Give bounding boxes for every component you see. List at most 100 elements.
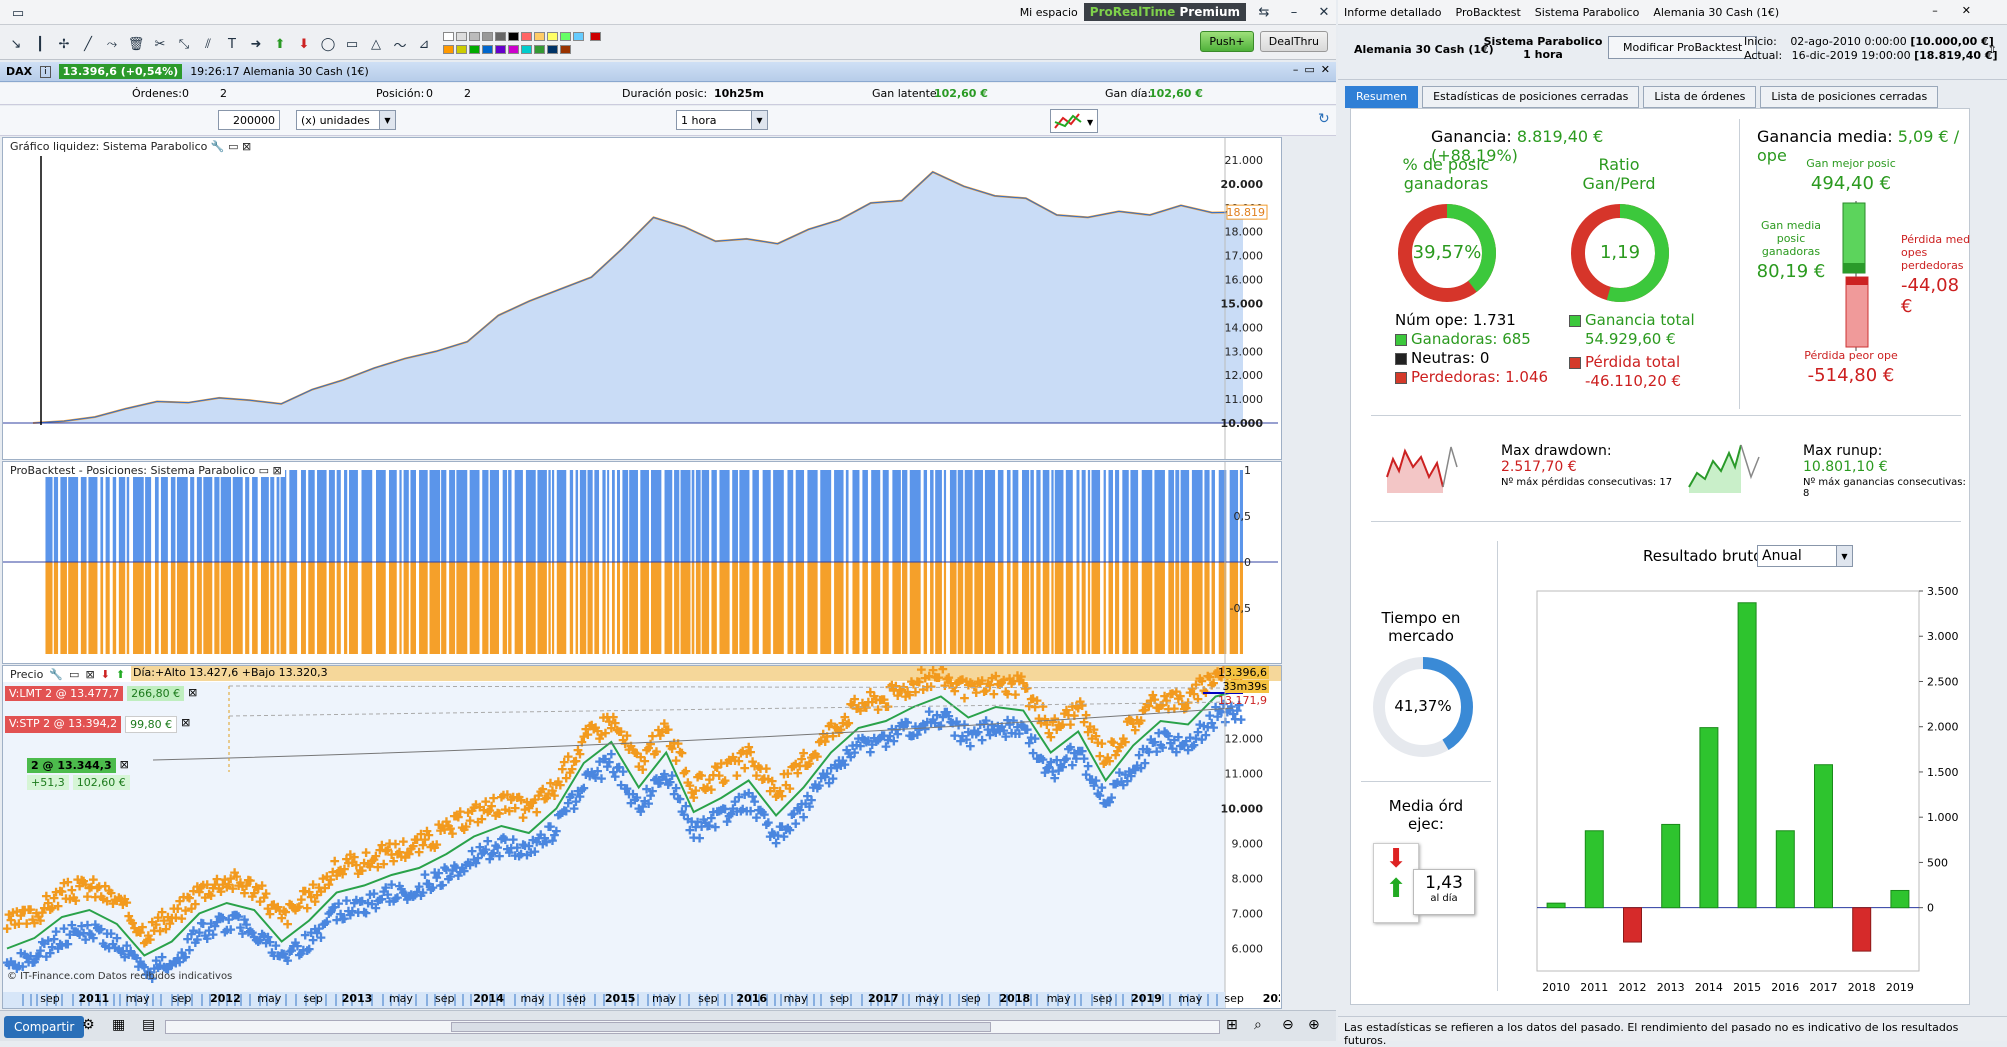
sell-icon[interactable]: ⬇	[100, 668, 110, 681]
panel-close-icon[interactable]: ⊠	[242, 140, 252, 153]
instrument-name[interactable]: DAX	[6, 65, 33, 78]
buy-marker: ✚	[345, 908, 355, 922]
position-close-icon[interactable]: ⊠	[119, 758, 129, 771]
report-tab-instrument[interactable]: Alemania 30 Cash (1€)	[1653, 5, 1780, 19]
buy-marker: ✚	[228, 909, 238, 923]
minimize-icon[interactable]: –	[1290, 4, 1298, 20]
arrow-up-green-icon[interactable]: ⬆	[274, 36, 286, 52]
channel-icon[interactable]: ⫽	[205, 36, 211, 52]
indicator-icon[interactable]: ⤳	[106, 36, 118, 52]
report-tab-probacktest[interactable]: ProBacktest	[1455, 5, 1521, 19]
panel-window-icon[interactable]: ▭	[69, 668, 80, 681]
zoom-reset-icon[interactable]: ⊞	[1226, 1017, 1238, 1033]
collapse-icon[interactable]: ⇧	[1987, 43, 1997, 56]
ellipse-tool-icon[interactable]: ◯	[320, 36, 336, 52]
chart-type-button[interactable]: ▼	[1050, 109, 1098, 133]
zoom-out-icon[interactable]: ⊖	[1282, 1017, 1294, 1033]
buy-marker: ✚	[320, 917, 330, 931]
sell-marker: ✚	[928, 666, 938, 677]
wrench-icon[interactable]: 🔧	[49, 668, 64, 681]
buy-marker: ✚	[265, 936, 275, 950]
fibonacci-icon[interactable]: ⤡	[178, 36, 190, 52]
mi-espacio-link[interactable]: Mi espacio	[1019, 5, 1078, 19]
vertical-line-icon[interactable]: ┃	[36, 36, 44, 52]
zoom-area-icon[interactable]: ⌕	[1254, 1017, 1262, 1033]
panel-window-icon[interactable]: ▭	[228, 140, 239, 153]
report-tab-informe[interactable]: Informe detallado	[1344, 5, 1442, 19]
position-label[interactable]: 2 @ 13.344,3	[27, 758, 116, 773]
trend-tool-icon[interactable]: ╱	[84, 36, 92, 52]
info-icon[interactable]: i	[40, 65, 51, 78]
quantity-input[interactable]: 200000	[218, 110, 280, 130]
order-cancel-icon[interactable]: ⊠	[188, 686, 198, 699]
refresh-icon[interactable]: ↻	[1318, 111, 1330, 127]
arrow-right-icon[interactable]: ➜	[250, 36, 262, 52]
tab-lista-ordenes[interactable]: Lista de órdenes	[1643, 86, 1757, 108]
equity-tick-label: 11.000	[1225, 393, 1264, 406]
color-palette[interactable]	[442, 31, 602, 57]
triangle-tool-icon[interactable]: △	[371, 36, 381, 52]
window-close-icon[interactable]: ✕	[1320, 63, 1330, 76]
sell-marker: ✚	[1110, 748, 1120, 762]
sell-marker: ✚	[855, 704, 865, 718]
report-close-icon[interactable]: ✕	[1961, 4, 1971, 17]
calculator-icon[interactable]: ▦	[112, 1017, 126, 1033]
sell-marker: ✚	[12, 905, 22, 919]
buy-icon[interactable]: ⬆	[115, 668, 126, 681]
period-select[interactable]: Anual ▼	[1757, 545, 1853, 567]
report-tab-sistema[interactable]: Sistema Parabolico	[1534, 5, 1640, 19]
position-box[interactable]: 2 @ 13.344,3 ⊠ +51,3 102,60 €	[5, 758, 130, 790]
push-button[interactable]: Push+	[1200, 31, 1254, 52]
report-minimize-icon[interactable]: –	[1932, 4, 1938, 17]
crosshair-icon[interactable]: ✢	[58, 36, 70, 52]
scrollbar-thumb[interactable]	[451, 1022, 991, 1032]
dealthru-button[interactable]: DealThru	[1259, 31, 1328, 52]
arrow-down-red-icon[interactable]: ⬇	[298, 36, 310, 52]
sell-marker: ✚	[824, 719, 834, 733]
timeframe-select[interactable]: 1 hora ▼	[676, 110, 768, 130]
minimize-window-icon[interactable]: ▭	[11, 5, 25, 21]
buy-marker: ✚	[746, 805, 756, 819]
tab-lista-posiciones[interactable]: Lista de posiciones cerradas	[1760, 86, 1939, 108]
order-limit-value: 266,80 €	[127, 686, 185, 701]
zoom-in-icon[interactable]: ⊕	[1308, 1017, 1320, 1033]
share-button[interactable]: Compartir	[4, 1016, 85, 1038]
panel-window-icon[interactable]: ▭	[258, 464, 269, 477]
limit-order-row[interactable]: V:LMT 2 @ 13.477,7 266,80 € ⊠	[5, 686, 197, 701]
stop-order-row[interactable]: V:STP 2 @ 13.394,2 99,80 € ⊠	[5, 716, 190, 733]
horizontal-scrollbar[interactable]	[165, 1020, 1220, 1034]
wave-tool-icon[interactable]: 〜	[393, 38, 407, 54]
window-maximize-icon[interactable]: ▭	[1304, 63, 1315, 76]
wrench-icon[interactable]: 🔧	[210, 140, 225, 153]
cursor-icon[interactable]: ↘	[10, 36, 22, 52]
modify-probacktest-button[interactable]: Modificar ProBacktest	[1608, 36, 1758, 59]
sell-marker: ✚	[151, 918, 161, 932]
order-cancel-icon[interactable]: ⊠	[181, 716, 191, 729]
restore-icon[interactable]: ⇆	[1258, 4, 1270, 20]
magnet-icon[interactable]: ✂	[154, 36, 166, 52]
rectangle-tool-icon[interactable]: ▭	[345, 36, 359, 52]
close-icon[interactable]: ✕	[1318, 4, 1330, 20]
positions-chart[interactable]: 10,50-0,5	[3, 462, 1281, 663]
text-tool-icon[interactable]: T	[228, 36, 236, 52]
screener-icon[interactable]: ▤	[142, 1017, 156, 1033]
sell-marker: ✚	[171, 911, 181, 925]
price-chart[interactable]: ✚✚✚✚✚✚✚✚✚✚✚✚✚✚✚✚✚✚✚✚✚✚✚✚✚✚✚✚✚✚✚✚✚✚✚✚✚✚✚✚…	[3, 666, 1281, 1008]
order-stop-label[interactable]: V:STP 2 @ 13.394,2	[5, 716, 122, 733]
equity-chart[interactable]: 21.00020.00019.00018.00017.00016.00015.0…	[3, 138, 1281, 459]
sell-marker: ✚	[957, 673, 967, 687]
buy-marker: ✚	[55, 938, 65, 952]
sell-marker: ✚	[1044, 726, 1054, 740]
tab-resumen[interactable]: Resumen	[1345, 86, 1419, 108]
panel-close-icon[interactable]: ⊠	[272, 464, 282, 477]
order-limit-label[interactable]: V:LMT 2 @ 13.477,7	[5, 686, 124, 701]
trash-icon[interactable]: 🗑	[127, 36, 145, 52]
sync-icon[interactable]: ⚙	[82, 1017, 95, 1033]
unit-select[interactable]: (x) unidades ▼	[296, 110, 396, 130]
fan-tool-icon[interactable]: ⊿	[418, 36, 430, 52]
tab-estadisticas[interactable]: Estadísticas de posiciones cerradas	[1422, 86, 1640, 108]
window-minimize-icon[interactable]: –	[1292, 63, 1299, 76]
buy-marker: ✚	[883, 733, 893, 747]
panel-close-icon[interactable]: ⊠	[85, 668, 95, 681]
